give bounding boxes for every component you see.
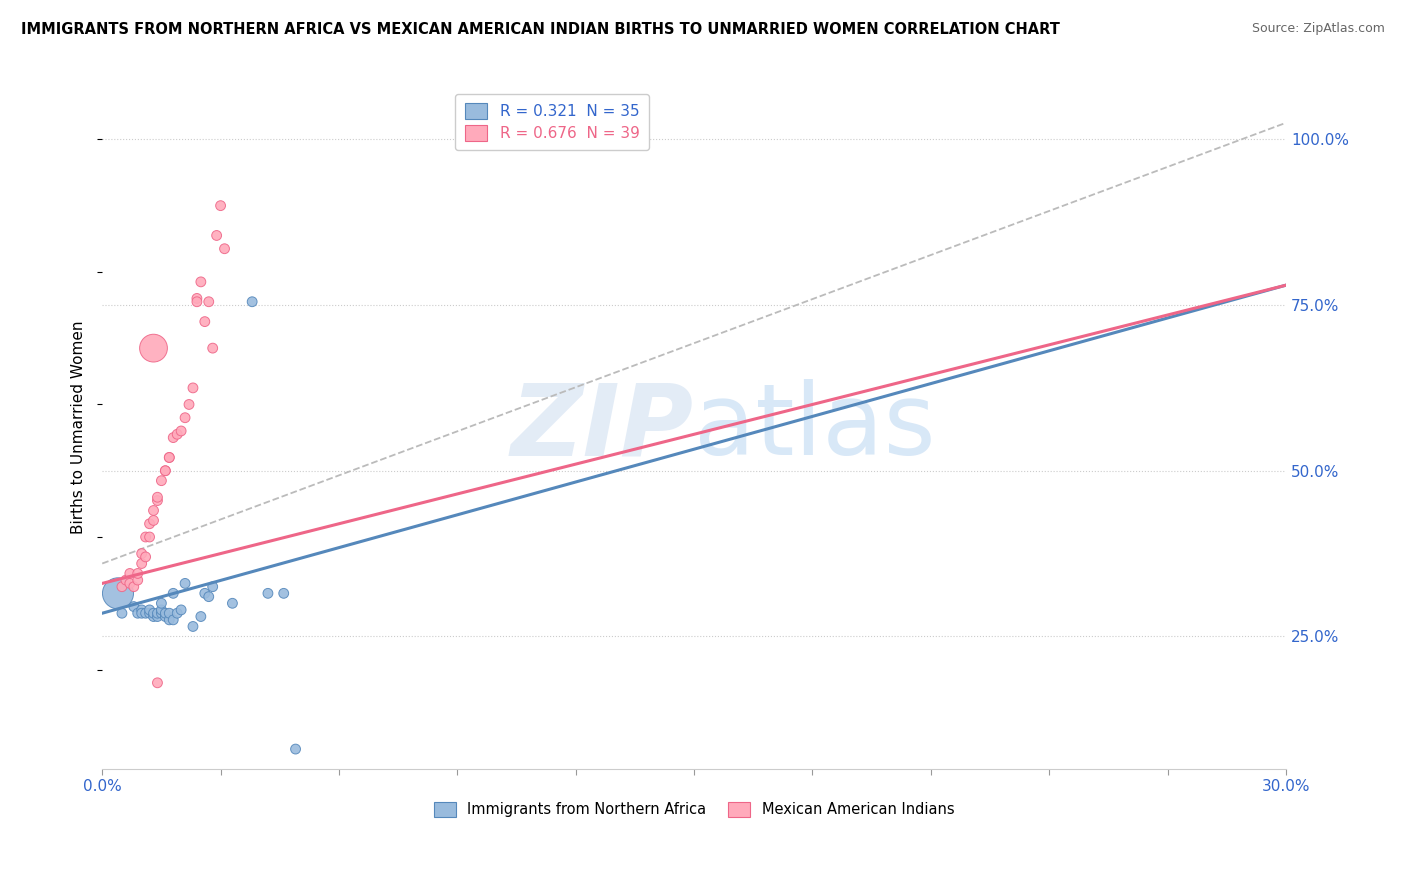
Point <box>122 599 145 614</box>
Y-axis label: Births to Unmarried Women: Births to Unmarried Women <box>72 321 86 534</box>
Point <box>157 450 180 465</box>
Point <box>131 557 153 571</box>
Point <box>181 619 204 633</box>
Point <box>257 586 280 600</box>
Point <box>135 530 157 544</box>
Point <box>190 275 212 289</box>
Point <box>155 464 177 478</box>
Point <box>174 576 197 591</box>
Point <box>146 675 169 690</box>
Point <box>155 606 177 620</box>
Point <box>146 493 169 508</box>
Point <box>142 606 165 620</box>
Point <box>131 547 153 561</box>
Point <box>170 603 193 617</box>
Point <box>190 609 212 624</box>
Point <box>127 606 149 620</box>
Point <box>142 513 165 527</box>
Point <box>157 613 180 627</box>
Point <box>186 292 208 306</box>
Point <box>155 609 177 624</box>
Point <box>131 603 153 617</box>
Point <box>111 606 134 620</box>
Point <box>240 294 263 309</box>
Point <box>157 450 180 465</box>
Point <box>146 490 169 504</box>
Point <box>122 580 145 594</box>
Point <box>201 341 224 355</box>
Point <box>174 410 197 425</box>
Point <box>135 606 157 620</box>
Point <box>201 580 224 594</box>
Point <box>138 606 160 620</box>
Text: ZIP: ZIP <box>512 379 695 476</box>
Point <box>150 474 173 488</box>
Point <box>166 427 188 442</box>
Point <box>166 606 188 620</box>
Point <box>155 464 177 478</box>
Point <box>142 609 165 624</box>
Point <box>111 580 134 594</box>
Point <box>138 603 160 617</box>
Point <box>214 242 236 256</box>
Point <box>209 199 232 213</box>
Point <box>107 586 129 600</box>
Text: IMMIGRANTS FROM NORTHERN AFRICA VS MEXICAN AMERICAN INDIAN BIRTHS TO UNMARRIED W: IMMIGRANTS FROM NORTHERN AFRICA VS MEXIC… <box>21 22 1060 37</box>
Point <box>138 516 160 531</box>
Point <box>194 586 217 600</box>
Point <box>146 606 169 620</box>
Point <box>127 566 149 581</box>
Point <box>115 573 138 587</box>
Text: atlas: atlas <box>695 379 936 476</box>
Point <box>150 606 173 620</box>
Point <box>157 606 180 620</box>
Point <box>197 294 219 309</box>
Point <box>135 549 157 564</box>
Point <box>186 294 208 309</box>
Point <box>150 596 173 610</box>
Point <box>284 742 307 756</box>
Text: Source: ZipAtlas.com: Source: ZipAtlas.com <box>1251 22 1385 36</box>
Point <box>118 566 141 581</box>
Point <box>221 596 243 610</box>
Point <box>181 381 204 395</box>
Point <box>170 424 193 438</box>
Point <box>138 530 160 544</box>
Point <box>146 609 169 624</box>
Point <box>162 613 184 627</box>
Point <box>205 228 228 243</box>
Point <box>197 590 219 604</box>
Point <box>131 606 153 620</box>
Point <box>177 397 200 411</box>
Point <box>142 341 165 355</box>
Point <box>162 431 184 445</box>
Point <box>150 603 173 617</box>
Point <box>118 576 141 591</box>
Point <box>142 503 165 517</box>
Point <box>127 573 149 587</box>
Legend: Immigrants from Northern Africa, Mexican American Indians: Immigrants from Northern Africa, Mexican… <box>427 796 960 823</box>
Point <box>194 315 217 329</box>
Point <box>273 586 295 600</box>
Point <box>162 586 184 600</box>
